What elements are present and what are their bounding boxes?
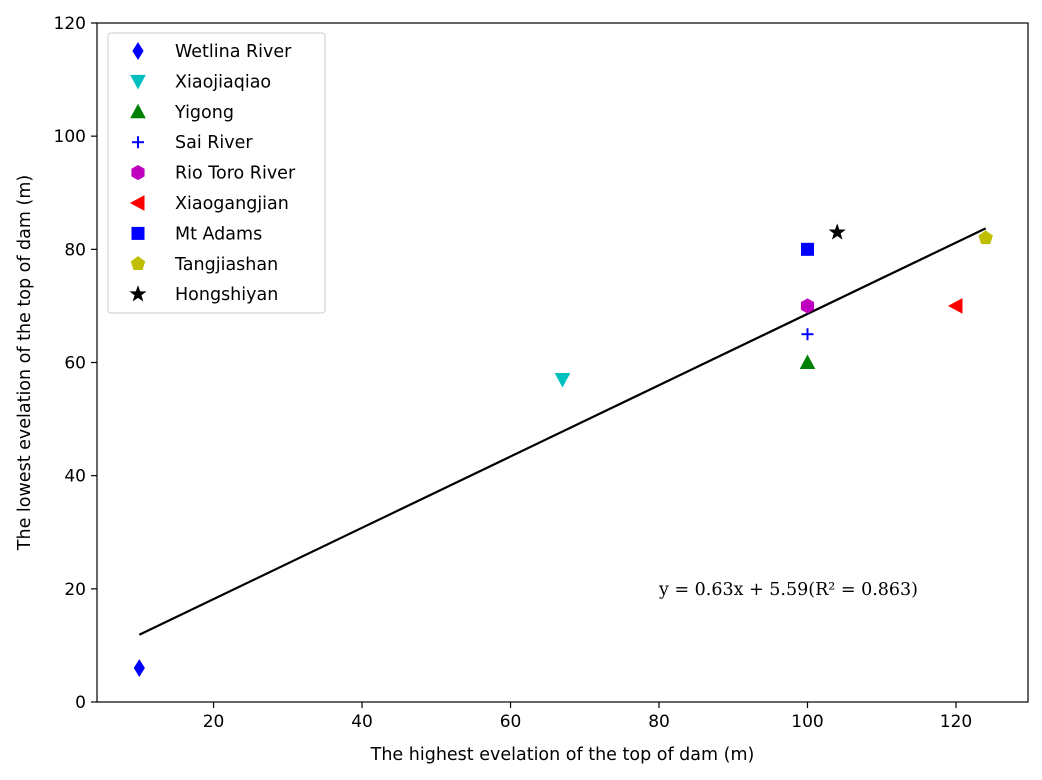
data-point [828, 223, 846, 240]
y-tick-label: 120 [54, 14, 86, 34]
data-point [554, 372, 571, 388]
legend-item: Hongshiyan [129, 285, 278, 305]
x-axis-title: The highest evelation of the top of dam … [370, 745, 755, 765]
legend-label: Hongshiyan [175, 285, 278, 305]
legend-item: Tangjiashan [130, 255, 278, 275]
y-tick-label: 0 [75, 693, 86, 713]
y-tick-label: 40 [64, 467, 86, 487]
legend-item: Wetlina River [132, 42, 292, 62]
x-tick-label: 100 [791, 712, 823, 732]
x-tick-label: 60 [500, 712, 522, 732]
data-point [133, 659, 145, 677]
regression-equation: y = 0.63x + 5.59(R² = 0.863) [658, 580, 918, 600]
legend-marker [129, 195, 145, 211]
data-point [800, 298, 815, 314]
y-tick-label: 20 [64, 580, 86, 600]
legend-marker [131, 165, 145, 181]
x-tick-label: 20 [203, 712, 225, 732]
axis-ticks: 20 40 60 80 100 120 0 20 40 60 80 100 120 [54, 14, 973, 732]
legend-marker [130, 256, 146, 270]
legend-label: Xiaogangjian [175, 194, 289, 214]
legend-item: Yigong [130, 103, 234, 123]
y-tick-label: 80 [64, 240, 86, 260]
legend-label: Rio Toro River [175, 164, 296, 184]
y-tick-label: 100 [54, 127, 86, 147]
legend-item: Xiaogangjian [129, 194, 289, 214]
legend-label: Yigong [174, 103, 234, 123]
data-points [133, 223, 993, 677]
regression-line [138, 227, 987, 636]
legend-label: Wetlina River [175, 42, 292, 62]
legend: Wetlina River Xiaojiaqiao Yigong Sai River R… [107, 32, 326, 314]
legend-item: Mt Adams [131, 224, 262, 244]
data-point [801, 328, 814, 341]
legend-marker [129, 285, 147, 302]
y-tick-label: 60 [64, 354, 86, 374]
legend-box [107, 32, 326, 314]
legend-label: Mt Adams [175, 224, 262, 244]
regression-line-group [138, 227, 987, 636]
x-tick-label: 40 [351, 712, 373, 732]
data-point [947, 298, 963, 314]
legend-item: Sai River [132, 133, 253, 153]
legend-marker [132, 136, 144, 149]
x-tick-label: 80 [648, 712, 670, 732]
legend-marker [130, 74, 146, 90]
data-point [801, 242, 814, 256]
x-tick-label: 120 [940, 712, 972, 732]
legend-item: Rio Toro River [131, 164, 296, 184]
legend-item: Xiaojiaqiao [130, 72, 271, 92]
y-axis-title: The lowest evelation of the top of dam (… [15, 175, 35, 551]
legend-marker [131, 226, 145, 240]
legend-label: Sai River [175, 133, 253, 153]
legend-label: Tangjiashan [174, 255, 278, 275]
legend-marker [130, 103, 146, 119]
data-point [978, 230, 993, 245]
legend-label: Xiaojiaqiao [175, 72, 271, 92]
legend-marker [132, 42, 144, 60]
data-point [799, 354, 816, 369]
